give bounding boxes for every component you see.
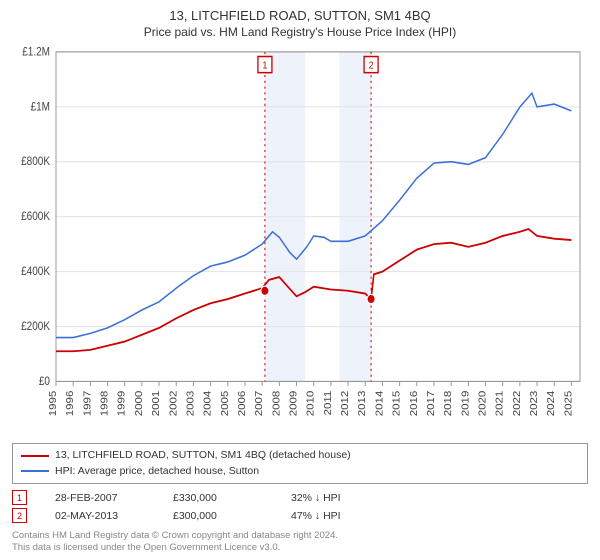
svg-text:2005: 2005 [219,391,230,417]
svg-text:2003: 2003 [185,391,196,417]
svg-text:£0: £0 [39,375,50,388]
sale-date-2: 02-MAY-2013 [55,510,145,522]
svg-text:2020: 2020 [477,391,488,417]
svg-text:1999: 1999 [116,391,127,417]
svg-text:2008: 2008 [271,391,282,417]
svg-text:2001: 2001 [151,391,162,417]
legend-swatch-1 [21,455,49,457]
svg-text:2004: 2004 [202,391,213,417]
sale-delta-2: 47% ↓ HPI [291,510,381,522]
sale-price-2: £300,000 [173,510,263,522]
svg-text:2002: 2002 [168,391,179,417]
svg-text:2013: 2013 [357,391,368,417]
sale-row-2: 2 02-MAY-2013 £300,000 47% ↓ HPI [12,508,588,523]
svg-text:1997: 1997 [82,391,93,417]
svg-text:£200K: £200K [21,320,51,333]
sales-table: 1 28-FEB-2007 £330,000 32% ↓ HPI 2 02-MA… [12,490,588,526]
svg-text:£1.2M: £1.2M [22,46,50,59]
svg-text:2010: 2010 [305,391,316,417]
svg-text:2018: 2018 [443,391,454,417]
legend-label-2: HPI: Average price, detached house, Sutt… [55,464,259,480]
svg-text:2023: 2023 [529,391,540,417]
svg-text:1998: 1998 [99,391,110,417]
svg-text:2: 2 [369,60,374,72]
svg-text:£400K: £400K [21,265,51,278]
footer-line-2: This data is licensed under the Open Gov… [12,542,588,554]
svg-text:2021: 2021 [494,391,505,417]
svg-text:£600K: £600K [21,211,51,224]
svg-text:2025: 2025 [563,391,574,417]
svg-text:2024: 2024 [546,391,557,417]
sale-delta-1: 32% ↓ HPI [291,492,381,504]
sale-price-1: £330,000 [173,492,263,504]
svg-text:2014: 2014 [374,391,385,417]
legend-row-series2: HPI: Average price, detached house, Sutt… [21,464,579,480]
svg-text:2015: 2015 [391,391,402,417]
svg-text:£1M: £1M [31,101,50,114]
svg-text:1995: 1995 [48,391,59,417]
svg-text:2017: 2017 [426,391,437,417]
svg-text:1: 1 [262,60,267,72]
svg-text:2006: 2006 [237,391,248,417]
svg-text:2022: 2022 [512,391,523,417]
svg-text:1996: 1996 [65,391,76,417]
legend: 13, LITCHFIELD ROAD, SUTTON, SM1 4BQ (de… [12,443,588,485]
chart-svg: £0 £200K £400K £600K £800K £1M £1.2M 1995 1996 19… [12,45,588,437]
sale-marker-1: 1 [12,490,27,505]
svg-text:2000: 2000 [134,391,145,417]
svg-text:2011: 2011 [323,391,334,416]
footer-attribution: Contains HM Land Registry data © Crown c… [12,530,588,554]
legend-label-1: 13, LITCHFIELD ROAD, SUTTON, SM1 4BQ (de… [55,448,351,464]
svg-text:2019: 2019 [460,391,471,417]
footer-line-1: Contains HM Land Registry data © Crown c… [12,530,588,542]
svg-text:2007: 2007 [254,391,265,417]
svg-text:2016: 2016 [408,391,419,417]
svg-text:2012: 2012 [340,391,351,417]
sale-row-1: 1 28-FEB-2007 £330,000 32% ↓ HPI [12,490,588,505]
page-title: 13, LITCHFIELD ROAD, SUTTON, SM1 4BQ [12,8,588,23]
svg-text:£800K: £800K [21,156,51,169]
legend-swatch-2 [21,470,49,472]
sale-marker-2: 2 [12,508,27,523]
page-subtitle: Price paid vs. HM Land Registry's House … [12,25,588,39]
legend-row-series1: 13, LITCHFIELD ROAD, SUTTON, SM1 4BQ (de… [21,448,579,464]
sale-date-1: 28-FEB-2007 [55,492,145,504]
svg-text:2009: 2009 [288,391,299,417]
price-chart: £0 £200K £400K £600K £800K £1M £1.2M 1995 1996 19… [12,45,588,437]
